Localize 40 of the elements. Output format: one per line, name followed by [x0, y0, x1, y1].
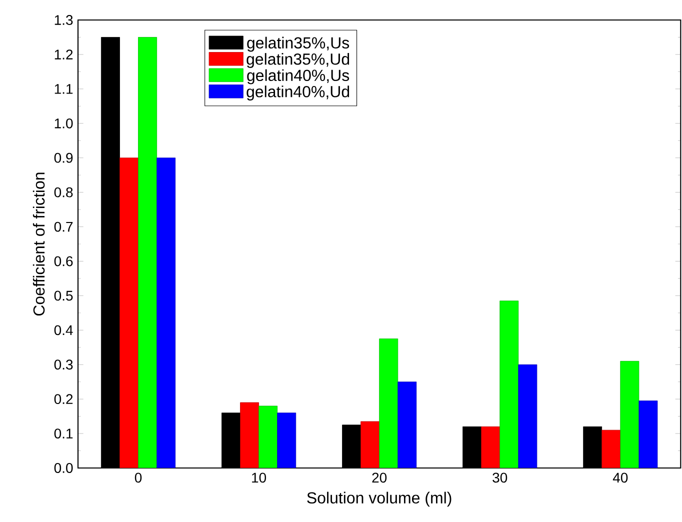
legend-label: gelatin40%,Us	[247, 69, 350, 84]
bar	[120, 158, 138, 468]
y-tick-label: 1.0	[54, 118, 73, 128]
bar	[379, 338, 398, 468]
y-tick-label: 0.4	[54, 325, 73, 336]
bar	[360, 421, 380, 468]
legend-label: gelatin35%,Us	[247, 36, 350, 52]
y-tick-label: 0.2	[54, 394, 73, 404]
y-tick-label: 0.8	[54, 187, 73, 198]
bar	[518, 364, 538, 468]
bar	[156, 158, 176, 468]
bar	[398, 382, 417, 468]
y-tick-label: 1.1	[54, 84, 73, 94]
bar	[277, 412, 296, 468]
y-tick-label: 1.2	[54, 50, 73, 60]
bar	[602, 430, 621, 468]
bar	[620, 360, 640, 468]
y-tick-label: 0.1	[54, 428, 73, 439]
y-tick-label: 0.5	[54, 290, 73, 301]
bar	[500, 300, 519, 468]
x-tick-label: 30	[492, 472, 508, 483]
x-axis-title: Solution volume (ml)	[307, 492, 452, 507]
y-tick-label: 1.3	[54, 15, 73, 25]
legend-label: gelatin40%,Ud	[246, 86, 350, 100]
bar	[638, 400, 658, 468]
legend-label: gelatin35%,Ud	[246, 53, 350, 68]
x-tick-label: 10	[252, 472, 266, 483]
x-tick-label: 0	[134, 472, 142, 483]
bar	[481, 426, 500, 468]
x-tick-label: 20	[372, 472, 387, 483]
bar	[258, 406, 278, 468]
y-tick-label: 0.7	[54, 222, 73, 232]
y-tick-label: 0.9	[54, 152, 73, 163]
y-tick-label: 0.0	[54, 463, 73, 473]
bar	[138, 37, 157, 468]
x-tick-label: 40	[612, 472, 628, 483]
y-axis-title: Coefficient of friction	[32, 172, 45, 316]
y-tick-label: 0.3	[54, 360, 73, 370]
y-tick-label: 0.6	[54, 256, 73, 266]
bar	[240, 402, 259, 468]
